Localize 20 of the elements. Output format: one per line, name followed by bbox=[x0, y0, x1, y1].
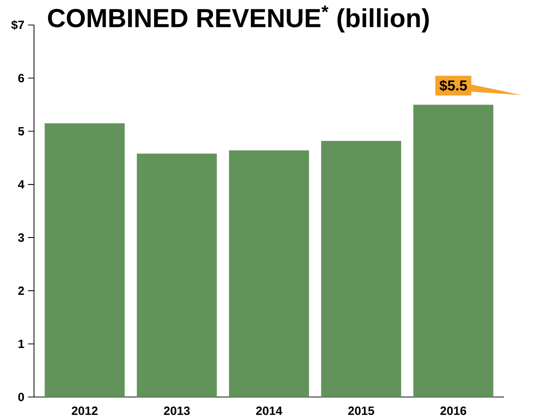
chart-title: COMBINED REVENUE$^{*}$ (billion) bbox=[48, 6, 429, 32]
y-tick-label: 3 bbox=[18, 233, 24, 242]
y-tick-label: 2 bbox=[18, 286, 24, 295]
y-tick-label: 6 bbox=[18, 74, 24, 82]
data-label: $5.5 bbox=[439, 80, 467, 92]
y-tick-label: 4 bbox=[18, 180, 24, 189]
bar bbox=[229, 150, 309, 397]
bar bbox=[44, 123, 125, 397]
x-tick-label: 2012 bbox=[72, 406, 98, 416]
x-tick-label: 2014 bbox=[256, 406, 282, 416]
y-tick-label: $7 bbox=[11, 20, 24, 30]
x-tick-label: 2013 bbox=[164, 406, 190, 416]
bar bbox=[321, 140, 402, 397]
bar bbox=[136, 154, 217, 397]
x-tick-label: 2016 bbox=[440, 406, 466, 416]
bar bbox=[413, 104, 494, 397]
y-tick-label: 0 bbox=[18, 392, 24, 402]
y-tick-label: 5 bbox=[18, 127, 24, 136]
y-tick-label: 1 bbox=[18, 340, 24, 348]
x-tick-label: 2015 bbox=[348, 406, 374, 416]
